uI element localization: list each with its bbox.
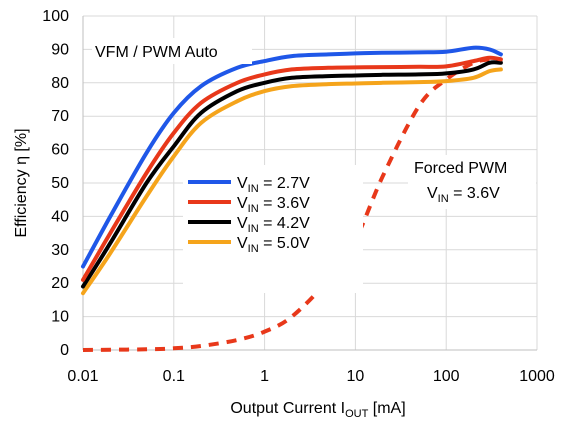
x-tick-label: 0.01	[67, 368, 98, 385]
forced-pwm-annotation-line2: VIN = 3.6V	[427, 185, 500, 205]
mode-annotation-box	[92, 38, 252, 64]
legend-label: VIN = 5.0V	[237, 235, 310, 255]
legend-box	[183, 165, 363, 293]
series-line-4	[81, 67, 503, 296]
series-line-3	[81, 60, 503, 289]
x-axis-label: Output Current IOUT [mA]	[230, 400, 405, 420]
y-tick-label: 50	[51, 175, 69, 192]
y-tick-label: 70	[51, 108, 69, 125]
y-tick-label: 0	[60, 342, 69, 359]
y-tick-label: 10	[51, 309, 69, 326]
tick-labels: 0 10 20 30 40 50 60 70 80 90 100 0.01 0.1 1 10 100 1000	[42, 8, 555, 385]
x-tick-label: 1000	[519, 368, 555, 385]
y-tick-label: 100	[42, 8, 69, 25]
y-tick-label: 90	[51, 41, 69, 58]
y-tick-label: 30	[51, 242, 69, 259]
x-tick-label: 100	[433, 368, 460, 385]
legend-label: VIN = 4.2V	[237, 215, 310, 235]
series-line-1	[81, 45, 503, 269]
series-line-5	[82, 57, 501, 352]
x-tick-label: 1	[260, 368, 269, 385]
x-tick-label: 10	[347, 368, 365, 385]
y-tick-label: 40	[51, 208, 69, 225]
series-layer	[81, 45, 503, 352]
y-axis-label: Efficiency η [%]	[13, 128, 30, 237]
forced-pwm-annotation-box	[408, 155, 536, 209]
legend-label: VIN = 3.6V	[237, 195, 310, 215]
y-tick-label: 80	[51, 75, 69, 92]
x-tick-label: 0.1	[163, 368, 185, 385]
mode-annotation: VFM / PWM Auto	[95, 44, 218, 61]
series-line-2	[81, 55, 503, 282]
y-tick-label: 20	[51, 275, 69, 292]
y-tick-label: 60	[51, 142, 69, 159]
legend-label: VIN = 2.7V	[237, 175, 310, 195]
forced-pwm-annotation-line1: Forced PWM	[414, 160, 507, 177]
